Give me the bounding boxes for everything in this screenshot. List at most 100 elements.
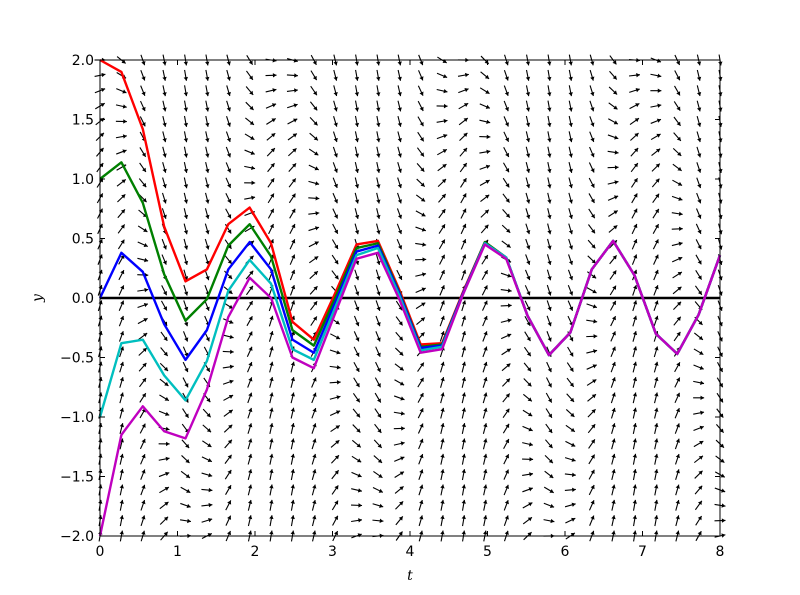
direction-arrow <box>183 131 189 143</box>
y-tick-label: 1.5 <box>72 113 94 129</box>
direction-arrow <box>117 209 126 219</box>
direction-arrow <box>502 378 511 387</box>
direction-arrow <box>222 349 234 355</box>
direction-arrow <box>308 196 320 201</box>
direction-arrow <box>611 453 616 465</box>
direction-arrow <box>568 162 573 173</box>
direction-arrow <box>546 254 552 266</box>
direction-arrow <box>440 392 445 404</box>
direction-arrow <box>179 518 192 524</box>
direction-arrow <box>653 376 659 388</box>
direction-arrow <box>373 439 383 449</box>
direction-arrow <box>247 423 253 434</box>
direction-arrow <box>671 195 683 201</box>
direction-arrow <box>119 392 125 404</box>
direction-arrow <box>162 69 167 81</box>
direction-arrow <box>245 101 254 111</box>
direction-arrow <box>139 147 147 158</box>
direction-arrow <box>309 285 318 295</box>
direction-arrow <box>118 300 125 311</box>
direction-arrow <box>376 177 381 189</box>
direction-arrow <box>696 192 702 204</box>
direction-arrow <box>631 254 638 265</box>
direction-arrow <box>180 470 191 479</box>
direction-arrow <box>611 438 616 450</box>
direction-arrow <box>311 469 317 481</box>
direction-arrow <box>717 269 723 281</box>
direction-arrow <box>247 453 253 465</box>
direction-arrow <box>632 484 637 496</box>
direction-arrow <box>503 515 509 527</box>
direction-arrow <box>246 331 253 342</box>
direction-arrow <box>545 423 553 434</box>
direction-arrow <box>693 440 704 448</box>
direction-arrow <box>674 362 681 373</box>
direction-arrow <box>589 100 595 112</box>
direction-arrow <box>525 238 531 250</box>
direction-arrow <box>459 162 468 173</box>
direction-arrow <box>416 162 425 172</box>
direction-arrow <box>503 100 509 112</box>
direction-arrow <box>181 439 190 449</box>
direction-arrow <box>289 208 296 219</box>
direction-arrow <box>376 223 381 235</box>
direction-arrow <box>694 500 703 511</box>
direction-arrow <box>376 131 381 143</box>
direction-arrow <box>674 377 681 388</box>
direction-arrow <box>244 133 255 141</box>
direction-arrow <box>461 438 466 450</box>
direction-arrow <box>139 438 146 450</box>
direction-arrow <box>439 269 445 281</box>
direction-arrow <box>500 333 512 340</box>
direction-arrow <box>479 149 491 154</box>
direction-arrow <box>437 178 447 188</box>
direction-arrow <box>696 131 702 143</box>
direction-arrow <box>183 69 189 81</box>
direction-arrow <box>332 192 338 204</box>
direction-arrow <box>589 146 595 158</box>
direction-arrow <box>500 272 512 278</box>
direction-arrow <box>503 69 509 81</box>
direction-arrow <box>458 102 469 110</box>
direction-arrow <box>675 484 680 496</box>
direction-arrow <box>522 409 533 417</box>
direction-arrow <box>480 209 490 218</box>
direction-arrow <box>290 392 296 404</box>
direction-arrow <box>225 146 232 158</box>
direction-arrow <box>525 223 531 235</box>
direction-arrow <box>140 515 146 527</box>
direction-arrow <box>461 346 467 358</box>
direction-arrow <box>608 210 619 217</box>
direction-arrow <box>671 211 683 217</box>
direction-arrow <box>311 438 317 450</box>
direction-arrow <box>696 100 702 112</box>
direction-arrow <box>397 162 402 173</box>
direction-arrow <box>353 315 360 327</box>
direction-arrow <box>587 393 597 402</box>
direction-arrow <box>502 193 510 203</box>
direction-arrow <box>247 515 253 527</box>
direction-arrow <box>119 484 124 496</box>
direction-arrow <box>673 331 681 342</box>
direction-arrow <box>288 163 297 172</box>
direction-arrow <box>652 223 660 234</box>
direction-arrow <box>695 515 703 526</box>
direction-arrow <box>545 408 553 419</box>
direction-arrow <box>479 103 491 109</box>
direction-arrow <box>116 179 127 187</box>
direction-arrow <box>461 376 467 388</box>
direction-arrow <box>119 515 124 527</box>
direction-arrow <box>418 469 424 480</box>
direction-arrow <box>352 408 361 418</box>
direction-arrow <box>438 239 446 250</box>
series-line-1 <box>99 58 722 357</box>
direction-arrow <box>332 146 338 158</box>
direction-arrow <box>632 330 638 342</box>
direction-arrow <box>117 224 126 234</box>
direction-arrow <box>353 346 360 357</box>
direction-arrow <box>482 377 488 388</box>
direction-arrow <box>611 499 616 511</box>
direction-arrow <box>567 285 574 296</box>
direction-arrow <box>247 484 253 496</box>
direction-arrow <box>457 72 469 78</box>
